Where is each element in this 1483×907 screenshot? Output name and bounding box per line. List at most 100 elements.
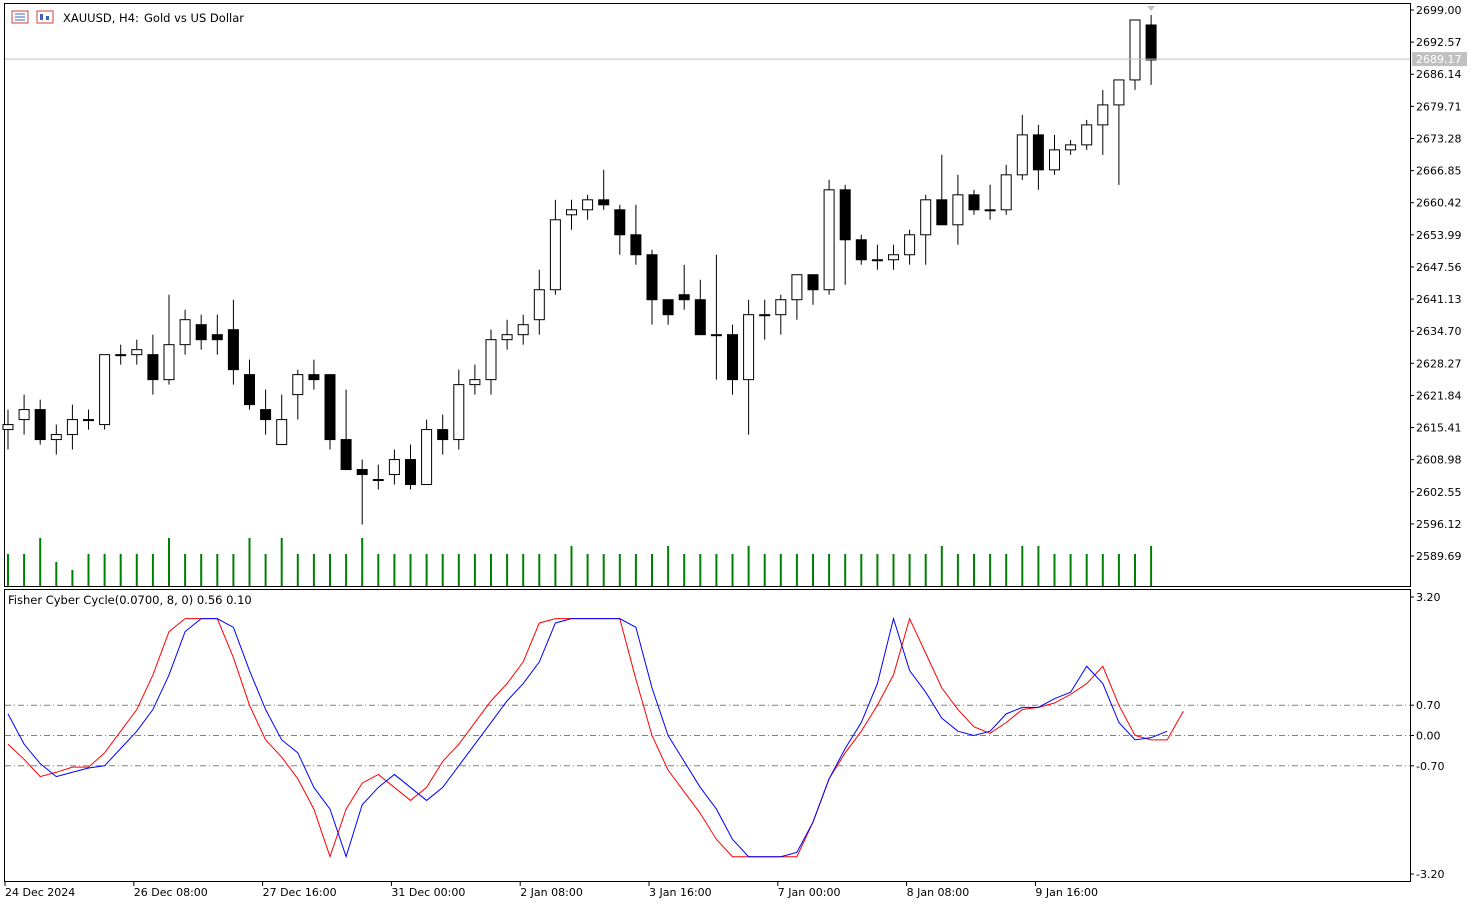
candle-body: [485, 339, 497, 381]
candle-body: [598, 199, 610, 206]
candle: [920, 194, 932, 265]
volume-bars: [7, 538, 1153, 586]
time-tick-label: 8 Jan 08:00: [907, 886, 970, 899]
candle: [260, 389, 272, 435]
price-axis: 2699.00 2692.57 2686.14 2679.71 2673.28 2666.…: [1410, 4, 1462, 563]
candle-body: [34, 409, 46, 441]
candle-body: [775, 299, 787, 316]
candle-body: [356, 469, 368, 476]
candle-body: [678, 294, 690, 301]
time-tick-label: 27 Dec 16:00: [263, 886, 337, 899]
indicator-tick-label: -0.70: [1416, 760, 1444, 773]
candle-body: [195, 324, 207, 341]
candle-body: [807, 274, 819, 291]
candle-body: [1081, 124, 1093, 146]
candle: [163, 294, 175, 385]
candle: [823, 179, 835, 295]
price-tick-label: 2596.12: [1416, 518, 1462, 531]
candle-body: [1097, 104, 1109, 126]
candle: [743, 299, 755, 435]
candle: [630, 204, 642, 265]
price-tick-label: 2660.42: [1416, 197, 1462, 210]
price-tick-label: 2641.13: [1416, 293, 1462, 306]
candle-body: [759, 314, 771, 317]
candle: [614, 204, 626, 255]
candle: [2, 409, 14, 450]
candle-body: [1016, 134, 1028, 176]
candle-body: [405, 459, 416, 486]
price-tick-label: 2692.57: [1416, 36, 1462, 49]
candle: [99, 354, 111, 430]
time-tick-label: 9 Jan 16:00: [1035, 886, 1098, 899]
candle: [533, 269, 545, 335]
price-tick-label: 2673.28: [1416, 132, 1462, 145]
candle: [66, 404, 78, 450]
candle-body: [694, 299, 706, 336]
candle: [984, 184, 996, 220]
candle-body: [372, 479, 384, 482]
candle: [18, 394, 30, 435]
candle-body: [2, 424, 14, 431]
candle: [646, 249, 658, 325]
chart-window-icon[interactable]: [11, 10, 54, 24]
candle-body: [517, 324, 529, 336]
candle: [115, 344, 127, 365]
candle-body: [179, 319, 191, 346]
candle-body: [131, 349, 143, 356]
candle-body: [18, 409, 30, 421]
time-tick-label: 3 Jan 16:00: [649, 886, 712, 899]
candle: [839, 184, 851, 285]
price-tick-label: 2628.27: [1416, 357, 1462, 370]
candle-body: [855, 239, 867, 261]
candle-body: [1145, 24, 1157, 61]
candle-body: [614, 209, 626, 236]
trigger-line: [7, 616, 1168, 859]
indicator-tick-label: 3.20: [1416, 591, 1441, 604]
candle-body: [244, 374, 255, 406]
candle: [227, 299, 239, 385]
indicator-levels: [5, 704, 1410, 767]
candle: [244, 359, 255, 410]
current-price-text: 2689.17: [1416, 53, 1462, 66]
candle: [1145, 14, 1157, 85]
candle: [727, 324, 738, 395]
main-pane-frame: [4, 3, 1411, 587]
candle-body: [920, 199, 932, 236]
candle-body: [1129, 19, 1141, 81]
candle: [276, 394, 288, 446]
indicator-tick-label: 0.00: [1416, 730, 1441, 743]
candle-body: [582, 199, 594, 211]
candle-body: [549, 219, 561, 291]
candle-body: [421, 429, 433, 486]
candle: [501, 319, 513, 350]
price-tick-label: 2615.41: [1416, 422, 1462, 435]
candle-body: [260, 409, 272, 421]
candle-body: [984, 209, 996, 212]
candle-body: [743, 314, 755, 381]
candle: [549, 199, 561, 295]
last-bar-marker: [1147, 6, 1156, 11]
candle: [936, 154, 948, 226]
price-tick-label: 2679.71: [1416, 100, 1462, 113]
candle: [871, 244, 883, 270]
candle: [517, 314, 529, 345]
candle: [1032, 124, 1044, 190]
candle: [598, 169, 610, 210]
candle: [437, 414, 449, 455]
candle-body: [66, 419, 78, 436]
candle: [211, 314, 223, 355]
candle: [678, 264, 690, 310]
time-tick-label: 26 Dec 08:00: [134, 886, 208, 899]
candle: [388, 449, 400, 485]
candle: [340, 389, 352, 471]
candle-body: [308, 374, 320, 381]
candle: [147, 334, 159, 395]
time-axis: 24 Dec 2024 26 Dec 08:00 27 Dec 16:00 31 De…: [4, 882, 1098, 899]
symbol-label: XAUUSD, H4:: [63, 11, 139, 25]
indicator-label: Fisher Cyber Cycle(0.0700, 8, 0) 0.56 0.…: [8, 593, 252, 607]
candle: [968, 189, 980, 215]
candle-body: [388, 459, 400, 476]
candle-body: [871, 259, 883, 262]
price-tick-label: 2653.99: [1416, 229, 1462, 242]
